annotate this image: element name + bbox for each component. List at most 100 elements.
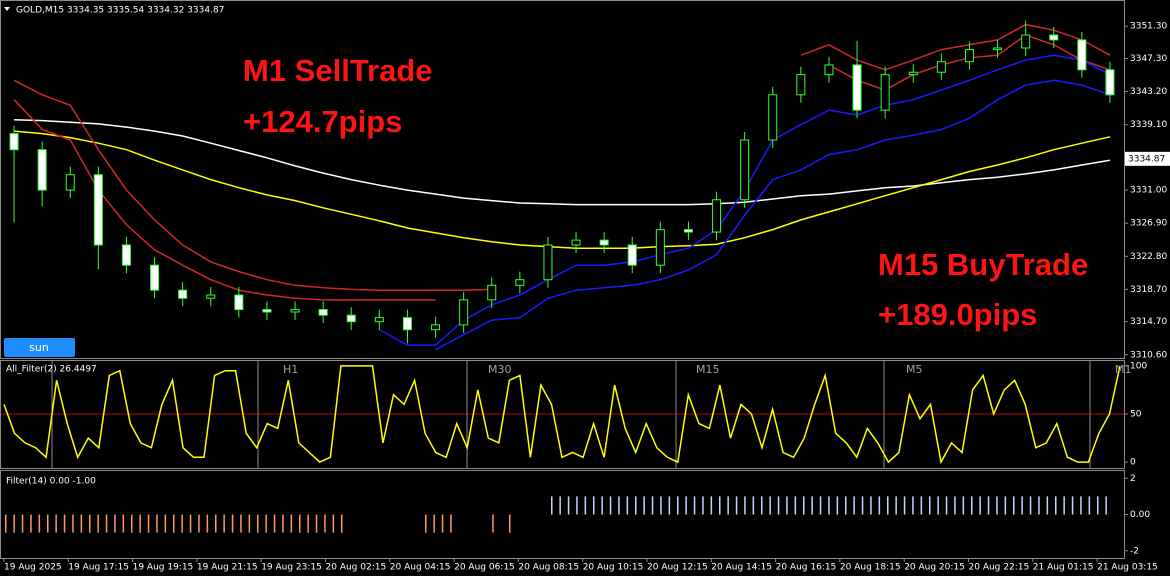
filter-bar	[1105, 496, 1107, 515]
filter-bar	[744, 496, 746, 515]
filter-bar	[215, 514, 217, 533]
filter-bar	[836, 496, 839, 515]
filter-bar	[122, 514, 125, 533]
candle-body	[936, 61, 946, 73]
filter-bar	[341, 514, 343, 533]
x-tick-label: 20 Aug 04:15	[390, 563, 451, 573]
annotation: +189.0pips	[878, 297, 1037, 332]
filter-bar	[509, 514, 511, 533]
indicator-line	[14, 119, 1111, 206]
candle-body	[852, 64, 862, 111]
filter-bar	[1080, 496, 1082, 515]
filter-bar	[920, 496, 923, 515]
candle-body	[178, 289, 188, 299]
filter-bar	[1004, 496, 1007, 515]
filter-bar	[693, 496, 696, 515]
filter-bar	[660, 496, 662, 515]
filter-bar	[878, 496, 881, 515]
candle-body	[571, 239, 581, 246]
filter-bar	[231, 514, 234, 533]
filter-bar	[551, 496, 553, 515]
filter-bar	[752, 496, 755, 515]
filter-bar	[643, 496, 645, 515]
filter-bar	[290, 514, 293, 533]
filter-bar	[929, 496, 931, 515]
filter-bar	[1013, 496, 1015, 515]
y-tick-label: 0	[1130, 458, 1136, 468]
filter-bar	[567, 496, 570, 515]
indicator-line	[13, 23, 1111, 291]
filter-bar	[282, 514, 284, 533]
candle-body	[655, 229, 665, 266]
filter-bar	[1063, 496, 1065, 515]
filter-bar	[668, 496, 671, 515]
sun-button[interactable]	[4, 338, 75, 357]
candle-body	[768, 94, 778, 141]
candle-body	[515, 279, 525, 286]
filter-bar	[811, 496, 813, 515]
chart-header: GOLD,M15 3334.35 3335.54 3334.32 3334.87	[16, 6, 224, 16]
filter-bar	[1088, 496, 1091, 515]
annotation: M15 BuyTrade	[878, 247, 1088, 282]
filter-panel: 2 0.00 -2 19 Aug 2025 19 Aug 17:15 19 Aug 19:…	[3, 474, 1158, 573]
filter-bar	[635, 496, 637, 515]
filter-bar	[156, 514, 158, 533]
main-frame	[0, 0, 1125, 359]
filter-bar	[937, 496, 939, 515]
candle-body	[121, 244, 131, 266]
filter-bar	[315, 514, 318, 533]
filter-bar	[584, 496, 587, 515]
candle-body	[65, 174, 75, 191]
filter-bar	[30, 514, 32, 533]
y-tick-label: 3326.90	[1130, 219, 1167, 229]
filter-bar	[173, 514, 175, 533]
x-tick-label: 20 Aug 16:15	[776, 563, 837, 573]
filter-bar	[870, 496, 872, 515]
y-tick-label: 0.00	[1130, 510, 1150, 520]
filter-bar	[651, 496, 654, 515]
button-label[interactable]: sun	[29, 341, 49, 354]
last-price-box	[1125, 151, 1170, 166]
candle-body	[908, 71, 918, 76]
filter-bar	[979, 496, 981, 515]
x-tick-label: 21 Aug 01:15	[1033, 563, 1094, 573]
filter-bar	[777, 496, 780, 515]
filter-bar	[962, 496, 965, 515]
filter-bar	[1097, 496, 1099, 515]
filter-bar	[425, 514, 427, 533]
filter-bar	[803, 496, 805, 515]
x-tick-label: 20 Aug 20:15	[904, 563, 965, 573]
main-chart: 3351.30 3347.30 3343.20 3339.10 3331.00 3326.…	[9, 20, 1170, 360]
filter-bar	[912, 496, 914, 515]
y-tick-label: 3322.80	[1130, 252, 1167, 262]
filter-bar	[450, 514, 452, 533]
filter-bar	[206, 514, 209, 533]
filter-bar	[828, 496, 830, 515]
candle-body	[1077, 39, 1087, 71]
filter-bar	[147, 514, 150, 533]
section-label: H1	[283, 363, 298, 376]
filter-bar	[13, 514, 15, 533]
filter-bar	[609, 496, 612, 515]
y-tick-label: 3351.30	[1130, 22, 1167, 32]
x-tick-label: 20 Aug 18:15	[840, 563, 901, 573]
candle-body	[9, 133, 19, 151]
x-tick-label: 21 Aug 03:15	[1097, 563, 1158, 573]
candle-body	[1021, 34, 1031, 49]
oscillator-title: All_Filter(2) 26.4497	[6, 365, 97, 375]
section-label: M5	[906, 363, 923, 376]
indicator-line	[14, 130, 1111, 249]
filter-bar	[685, 496, 687, 515]
filter-bar	[794, 496, 797, 515]
filter-bar	[559, 496, 561, 515]
candle-body	[964, 49, 974, 63]
filter-bar	[819, 496, 822, 515]
filter-bar	[702, 496, 704, 515]
y-tick-label: 100	[1130, 361, 1147, 371]
candle-body	[627, 244, 637, 266]
filter-bar	[164, 514, 167, 533]
filter-bar	[240, 514, 242, 533]
filter-bar	[727, 496, 729, 515]
menu-arrow[interactable]	[4, 7, 10, 11]
